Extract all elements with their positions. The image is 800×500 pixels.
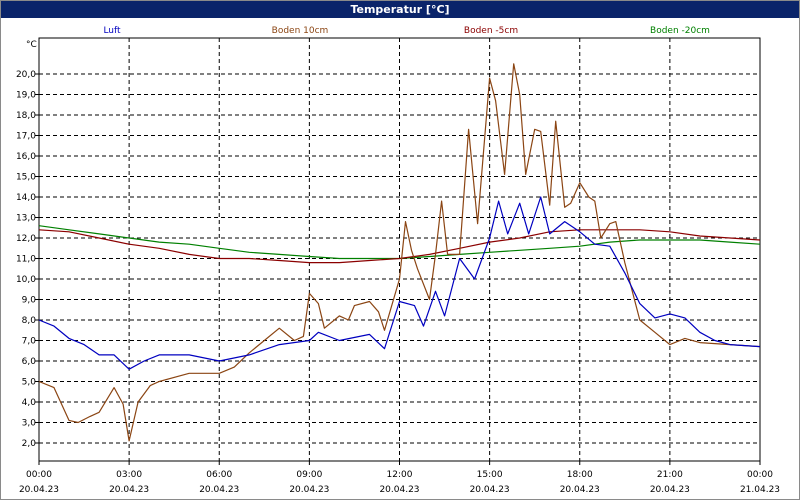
series-line [38,196,761,370]
y-tick-label: 8,0 [22,316,37,326]
x-tick-time: 15:00 [477,470,503,480]
y-tick-label: 2,0 [22,439,37,449]
legend-entry: Boden -5cm [464,26,518,36]
y-axis: °C 2,0 3,0 4,0 5,0 6,0 7,0 8,0 9,0 10,0 11,0 12,0 1… [16,40,39,449]
y-tick-label: 17,0 [16,132,36,142]
y-tick-label: 15,0 [16,173,36,183]
legend-entry: Boden -20cm [650,26,710,36]
y-tick-label: 16,0 [16,152,36,162]
x-tick-time: 09:00 [296,470,322,480]
y-tick-label: 12,0 [16,234,36,244]
legend: Luft Boden 10cm Boden -5cm Boden -20cm [103,26,710,36]
x-tick-date: 20.04.23 [199,485,239,495]
legend-entry: Boden 10cm [272,26,329,36]
y-tick-label: 7,0 [22,337,37,347]
y-tick-label: 20,0 [16,70,36,80]
series-line [38,229,761,264]
x-tick-time: 06:00 [206,470,232,480]
x-tick-date: 20.04.23 [470,485,510,495]
x-tick-time: 03:00 [116,470,142,480]
x-tick-date: 20.04.23 [289,485,329,495]
x-tick-date: 20.04.23 [379,485,419,495]
y-tick-label: 13,0 [16,214,36,224]
y-tick-label: 3,0 [22,419,37,429]
x-tick-time: 18:00 [567,470,593,480]
legend-entry: Luft [103,26,121,36]
y-tick-label: 11,0 [16,255,36,265]
y-tick-label: 14,0 [16,193,36,203]
window-title: Temperatur [°C] [1,1,799,18]
x-tick-date: 20.04.23 [19,485,59,495]
y-tick-label: 10,0 [16,275,36,285]
y-tick-label: 9,0 [22,296,37,306]
y-tick-label: 5,0 [22,378,37,388]
x-tick-time: 00:00 [747,470,773,480]
x-tick-time: 12:00 [387,470,413,480]
y-unit-label: °C [26,40,37,50]
x-tick-date: 20.04.23 [109,485,149,495]
y-tick-label: 19,0 [16,91,36,101]
series-line [38,63,761,442]
grid [39,38,760,461]
y-tick-label: 18,0 [16,111,36,121]
y-tick-label: 6,0 [22,357,37,367]
x-tick-time: 21:00 [657,470,683,480]
x-tick-date: 21.04.23 [740,485,780,495]
x-tick-date: 20.04.23 [560,485,600,495]
x-axis: 00:00 20.04.23 03:00 20.04.23 06:00 20.04.23 0… [19,461,780,495]
x-tick-time: 00:00 [26,470,52,480]
series-lines [38,63,761,442]
y-tick-label: 4,0 [22,398,37,408]
x-tick-date: 20.04.23 [650,485,690,495]
